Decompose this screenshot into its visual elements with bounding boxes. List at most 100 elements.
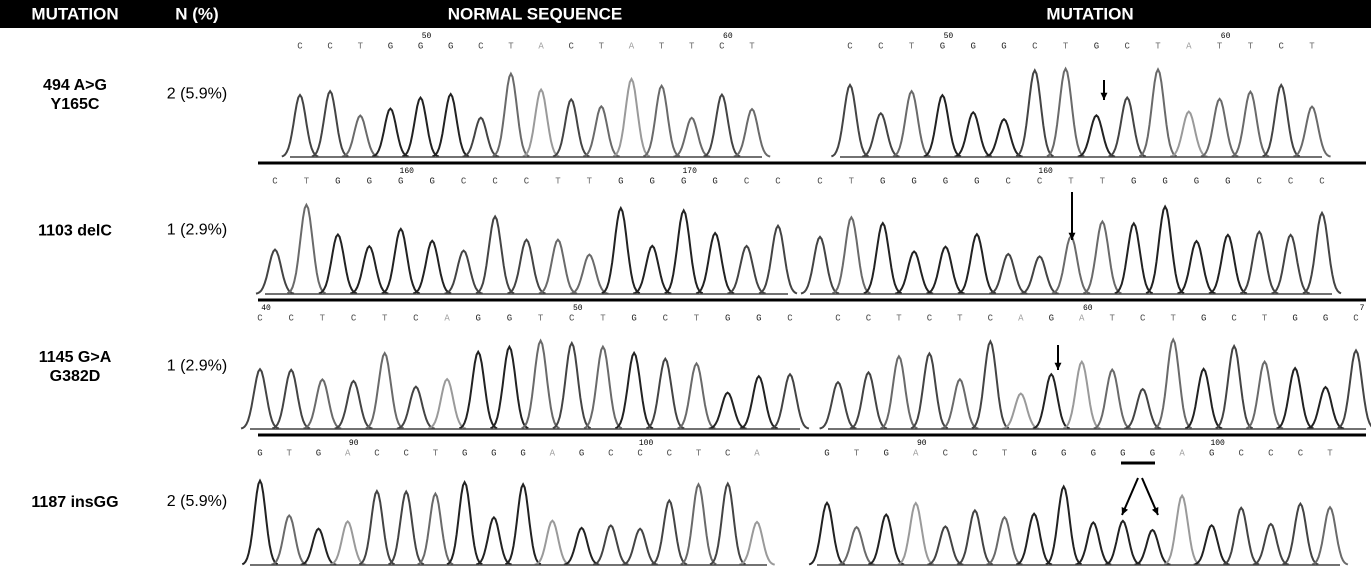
trace-peak [674, 118, 711, 157]
trace-peak [335, 381, 373, 429]
trace-peak [476, 217, 514, 294]
trace-peak [955, 112, 992, 156]
base-call: C [927, 313, 933, 323]
base-call: T [508, 41, 514, 51]
base-call: T [1155, 41, 1161, 51]
trace-peak [831, 85, 868, 156]
trace-peak [282, 95, 318, 157]
base-call: T [1217, 41, 1223, 51]
base-call: T [696, 448, 702, 458]
trace-peak [1094, 370, 1131, 429]
trace-peak [523, 90, 560, 157]
trace-peak [287, 205, 325, 293]
base-call: G [631, 313, 636, 323]
trace-peak [570, 255, 608, 294]
base-call: C [1239, 448, 1245, 458]
trace-peak [759, 226, 797, 294]
trace-peak [957, 510, 993, 564]
base-call: G [398, 176, 403, 186]
trace-peak [272, 516, 307, 565]
base-call: C [1268, 448, 1274, 458]
base-call: A [1018, 313, 1024, 323]
trace-peak [1105, 521, 1141, 565]
base-call: G [448, 41, 453, 51]
trace-peak [1263, 85, 1300, 156]
trace-peak [911, 354, 948, 429]
trace-peak [850, 372, 887, 428]
trace-peak [862, 113, 899, 156]
trace-peak [359, 491, 394, 564]
trace-peak [418, 494, 453, 565]
base-call: T [1110, 313, 1116, 323]
trace-peak [928, 527, 964, 565]
base-call: T [599, 41, 605, 51]
base-call: G [462, 448, 467, 458]
base-call: T [1309, 41, 1315, 51]
row-separator [258, 299, 1366, 302]
position-number: 90 [917, 439, 927, 448]
base-call: C [403, 448, 409, 458]
trace-peak [372, 109, 408, 157]
base-call: C [1032, 41, 1038, 51]
base-call: G [476, 313, 481, 323]
base-call: G [940, 41, 945, 51]
base-call: G [1031, 448, 1036, 458]
position-number: 160 [1038, 167, 1053, 176]
base-call: C [297, 41, 303, 51]
trace-peak [366, 353, 404, 428]
row-separator [258, 162, 1366, 165]
base-call: G [429, 176, 434, 186]
base-call: G [880, 176, 885, 186]
base-call: C [257, 313, 263, 323]
base-call: A [754, 448, 760, 458]
trace-peak [476, 517, 511, 564]
figure: MUTATION N (%) NORMAL SEQUENCE MUTATION … [0, 0, 1371, 571]
base-call: T [957, 313, 963, 323]
trace-peak [389, 492, 424, 565]
base-call: A [345, 448, 351, 458]
base-call: G [943, 176, 948, 186]
base-call: T [854, 448, 860, 458]
mutation-label: 1187 insGG [31, 494, 118, 511]
row-separator [258, 434, 1366, 437]
base-call: T [694, 313, 700, 323]
base-call: A [550, 448, 556, 458]
base-call: G [1194, 176, 1199, 186]
trace-peak [522, 341, 560, 429]
trace-peak [710, 484, 745, 565]
base-call: C [1278, 41, 1284, 51]
base-call: G [974, 176, 979, 186]
trace-peak [987, 517, 1023, 564]
base-call: T [749, 41, 755, 51]
base-call: C [461, 176, 467, 186]
trace-peak [508, 240, 546, 294]
base-call: C [608, 448, 614, 458]
trace-peak [1115, 223, 1153, 293]
trace-peak [972, 341, 1009, 428]
trace-peak [459, 352, 497, 429]
trace-peak [989, 254, 1027, 294]
base-call: C [847, 41, 853, 51]
trace-peak [1016, 70, 1053, 156]
base-call: C [817, 176, 823, 186]
base-call: C [787, 313, 793, 323]
base-call: T [287, 448, 293, 458]
trace-peak [958, 234, 996, 293]
trace-peak [622, 529, 657, 565]
position-number: 7 [1360, 304, 1365, 313]
base-call: C [972, 448, 978, 458]
base-call: T [358, 41, 364, 51]
base-call: C [374, 448, 380, 458]
base-call: C [1288, 176, 1294, 186]
trace-peak [1170, 112, 1207, 157]
trace-peak [402, 98, 439, 157]
trace-peak [1216, 346, 1253, 428]
base-call: T [555, 176, 561, 186]
trace-peak [665, 210, 703, 293]
base-call: G [1150, 448, 1155, 458]
base-call: G [1094, 41, 1099, 51]
trace-peak [330, 522, 365, 565]
trace-peak [1232, 92, 1269, 157]
base-call: T [909, 41, 915, 51]
trace-peak [304, 380, 342, 429]
